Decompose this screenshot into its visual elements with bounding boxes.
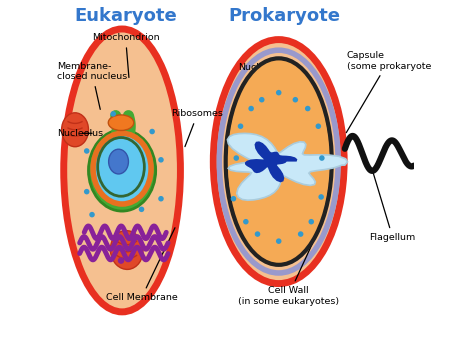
Text: Membrane-
closed nucleus: Membrane- closed nucleus	[57, 62, 127, 109]
Point	[157, 157, 165, 163]
Point	[258, 97, 265, 103]
Point	[318, 194, 325, 200]
Point	[315, 124, 322, 129]
Point	[297, 231, 304, 237]
Text: Flagellum: Flagellum	[370, 170, 416, 242]
Text: Nucleoid: Nucleoid	[237, 64, 279, 111]
Ellipse shape	[219, 50, 338, 273]
Point	[254, 231, 261, 237]
Ellipse shape	[226, 58, 332, 265]
Ellipse shape	[110, 230, 143, 269]
Point	[292, 97, 299, 103]
Point	[117, 258, 125, 263]
Text: Capsule
(some prokaryote: Capsule (some prokaryote	[346, 51, 431, 133]
Ellipse shape	[89, 130, 155, 211]
Ellipse shape	[108, 115, 134, 131]
Point	[230, 196, 237, 202]
Text: Eukaryote: Eukaryote	[74, 7, 177, 26]
Point	[247, 106, 255, 111]
Point	[242, 219, 250, 225]
Ellipse shape	[93, 133, 151, 204]
Ellipse shape	[64, 29, 181, 312]
Point	[83, 189, 91, 195]
Point	[157, 196, 165, 202]
Polygon shape	[245, 141, 297, 182]
Ellipse shape	[98, 137, 145, 196]
Ellipse shape	[109, 149, 128, 174]
Point	[304, 106, 311, 111]
Text: Cell Membrane: Cell Membrane	[106, 228, 177, 302]
Ellipse shape	[62, 113, 89, 147]
Polygon shape	[228, 133, 347, 200]
Text: Nucleolus: Nucleolus	[57, 129, 103, 138]
Point	[138, 207, 146, 212]
Text: Mitochondrion: Mitochondrion	[92, 33, 159, 77]
Point	[88, 212, 96, 218]
Text: Prokaryote: Prokaryote	[229, 7, 341, 26]
Point	[109, 111, 117, 117]
Point	[237, 124, 244, 129]
Text: Ribosomes: Ribosomes	[172, 109, 223, 147]
Point	[318, 155, 326, 161]
Ellipse shape	[213, 40, 344, 284]
Point	[308, 219, 315, 225]
Point	[233, 155, 240, 161]
Point	[275, 90, 283, 95]
Point	[148, 129, 156, 135]
Text: Cell Wall
(in some eukaryotes): Cell Wall (in some eukaryotes)	[238, 233, 339, 306]
Point	[275, 238, 283, 244]
Point	[83, 148, 91, 154]
Ellipse shape	[228, 63, 329, 260]
